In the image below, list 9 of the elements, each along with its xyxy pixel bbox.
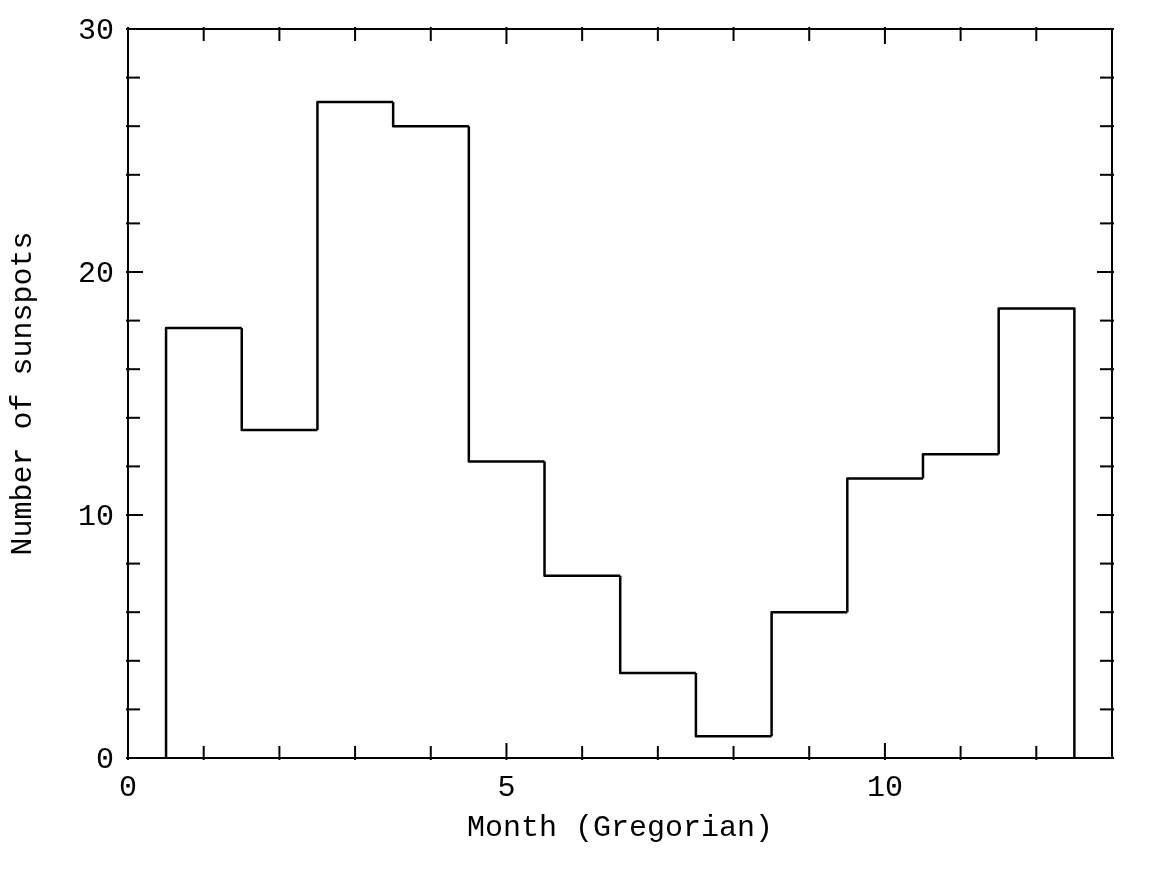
x-axis-title: Month (Gregorian) [466, 811, 774, 845]
x-tick-label: 10 [866, 771, 903, 805]
x-tick-label: 0 [118, 771, 138, 805]
y-tick-label: 30 [77, 14, 114, 48]
y-tick-label: 20 [77, 257, 114, 291]
y-tick-label: 0 [95, 743, 114, 777]
y-tick-label: 10 [77, 500, 114, 534]
y-axis-title: Number of sunspots [5, 231, 40, 556]
x-tick-label: 5 [497, 771, 516, 805]
